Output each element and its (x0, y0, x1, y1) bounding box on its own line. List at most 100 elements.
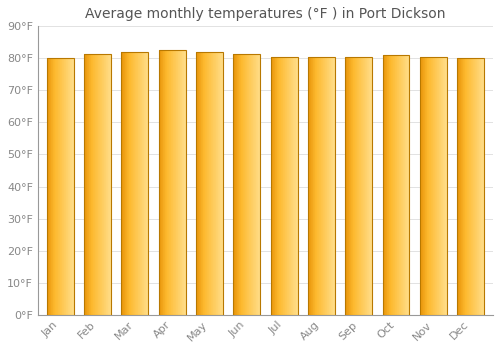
Bar (70, 58, 71, 315)
Bar (398, 55, 400, 315)
Bar (213, 52, 214, 315)
Bar (288, 57, 289, 315)
Bar (133, 52, 134, 315)
Bar (286, 57, 287, 315)
Bar (162, 50, 164, 315)
Bar (147, 52, 148, 315)
Bar (258, 54, 259, 315)
Bar (129, 52, 130, 315)
Bar (196, 52, 198, 315)
Bar (334, 57, 335, 315)
Bar (240, 54, 242, 315)
Bar (446, 57, 447, 315)
Bar (424, 57, 426, 315)
Bar (204, 52, 205, 315)
Bar (53, 58, 54, 315)
Bar (254, 54, 255, 315)
Bar (87, 54, 88, 315)
Bar (89, 54, 90, 315)
Bar (99, 54, 100, 315)
Bar (406, 55, 407, 315)
Bar (428, 57, 430, 315)
Bar (234, 54, 236, 315)
Bar (49, 58, 50, 315)
Bar (274, 57, 276, 315)
Bar (296, 57, 297, 315)
Bar (64, 58, 65, 315)
Bar (284, 57, 285, 315)
Bar (67, 58, 68, 315)
Bar (136, 52, 137, 315)
Bar (101, 54, 102, 315)
Bar (47, 58, 74, 315)
Bar (141, 52, 142, 315)
Bar (62, 58, 63, 315)
Bar (251, 54, 252, 315)
Bar (352, 57, 354, 315)
Bar (130, 52, 131, 315)
Bar (169, 50, 170, 315)
Bar (109, 54, 110, 315)
Bar (244, 54, 245, 315)
Bar (177, 50, 178, 315)
Bar (72, 58, 73, 315)
Bar (131, 52, 132, 315)
Bar (438, 57, 440, 315)
Bar (90, 54, 91, 315)
Bar (327, 57, 328, 315)
Bar (382, 55, 384, 315)
Bar (207, 52, 208, 315)
Bar (71, 58, 72, 315)
Bar (430, 57, 432, 315)
Bar (218, 52, 219, 315)
Bar (420, 57, 447, 315)
Bar (396, 55, 398, 315)
Bar (202, 52, 203, 315)
Bar (178, 50, 179, 315)
Bar (105, 54, 106, 315)
Bar (320, 57, 322, 315)
Bar (95, 54, 96, 315)
Bar (278, 57, 280, 315)
Bar (68, 58, 69, 315)
Bar (366, 57, 367, 315)
Bar (92, 54, 93, 315)
Bar (56, 58, 57, 315)
Bar (93, 54, 94, 315)
Bar (145, 52, 146, 315)
Bar (442, 57, 443, 315)
Bar (459, 58, 460, 315)
Bar (110, 54, 111, 315)
Bar (384, 55, 386, 315)
Bar (360, 57, 362, 315)
Bar (219, 52, 220, 315)
Bar (106, 54, 107, 315)
Bar (146, 52, 147, 315)
Bar (158, 50, 186, 315)
Bar (122, 52, 124, 315)
Bar (407, 55, 408, 315)
Bar (242, 54, 244, 315)
Bar (466, 58, 468, 315)
Bar (402, 55, 403, 315)
Bar (392, 55, 394, 315)
Bar (297, 57, 298, 315)
Bar (408, 55, 409, 315)
Bar (206, 52, 207, 315)
Bar (176, 50, 177, 315)
Bar (100, 54, 101, 315)
Bar (386, 55, 388, 315)
Bar (86, 54, 87, 315)
Bar (382, 55, 409, 315)
Bar (470, 58, 472, 315)
Bar (332, 57, 333, 315)
Bar (310, 57, 312, 315)
Bar (208, 52, 209, 315)
Bar (104, 54, 105, 315)
Bar (183, 50, 184, 315)
Bar (476, 58, 478, 315)
Bar (368, 57, 369, 315)
Bar (217, 52, 218, 315)
Bar (160, 50, 162, 315)
Bar (316, 57, 318, 315)
